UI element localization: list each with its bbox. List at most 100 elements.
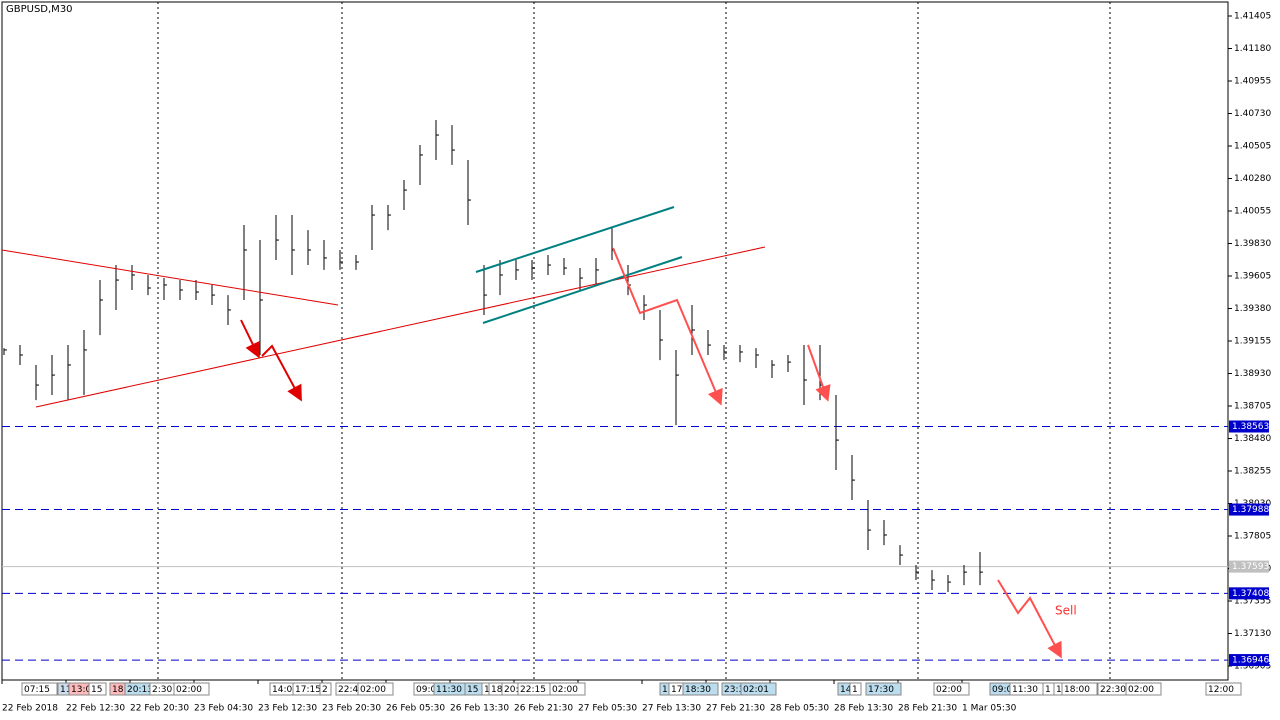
session-label: 07:15 [24, 685, 50, 695]
session-label: 2:30 [152, 685, 172, 695]
session-label: 11 [60, 685, 71, 695]
session-label: 17:15 [295, 685, 321, 695]
session-box [357, 682, 394, 696]
y-tick-label: 1.38930 [1234, 369, 1271, 379]
level-label: 1.36946 [1232, 656, 1269, 666]
annotation: Sell [1055, 604, 1077, 618]
session-box [1205, 682, 1242, 696]
price-label-box [1229, 560, 1269, 573]
session-box [1125, 682, 1162, 696]
y-tick-label: 1.41405 [1234, 12, 1271, 22]
x-tick-label: 23 Feb 12:30 [258, 704, 317, 714]
session-label: 23:3 [724, 685, 744, 695]
x-tick-label: 26 Feb 21:30 [514, 704, 573, 714]
y-tick-label: 1.40730 [1234, 109, 1271, 119]
y-tick-label: 1.39830 [1234, 239, 1271, 249]
session-label: 02:00 [552, 685, 578, 695]
y-tick-label: 1.40280 [1234, 174, 1271, 184]
plot-frame [1, 1, 1229, 681]
session-label: 18:00 [1064, 685, 1090, 695]
level-label-box [1229, 587, 1269, 600]
x-tick-label: 28 Feb 13:30 [834, 704, 893, 714]
session-label: 14:0 [272, 685, 292, 695]
session-box [319, 682, 332, 696]
y-tick-label: 1.39605 [1234, 272, 1271, 282]
session-label: 22:15 [520, 685, 546, 695]
session-label: 1 [852, 685, 858, 695]
y-tick-label: 1.40505 [1234, 142, 1271, 152]
session-label: 09:0 [992, 685, 1012, 695]
session-box [173, 682, 210, 696]
session-label: 17:30 [868, 685, 894, 695]
session-box [1061, 682, 1098, 696]
x-tick-label: 22 Feb 2018 [2, 704, 58, 714]
x-tick-label: 28 Feb 05:30 [770, 704, 829, 714]
session-label: 1 [1056, 685, 1062, 695]
session-label: 02:00 [176, 685, 202, 695]
session-box [865, 682, 902, 696]
session-label: 11:30 [436, 685, 462, 695]
session-label: 20:13 [127, 685, 153, 695]
drawings [1, 206, 1062, 659]
x-tick-label: 23 Feb 20:30 [322, 704, 381, 714]
y-tick-label: 1.41180 [1234, 44, 1271, 54]
y-tick-label: 1.38480 [1234, 434, 1271, 444]
y-tick-label: 1.37805 [1234, 531, 1271, 541]
x-tick-label: 22 Feb 12:30 [66, 704, 125, 714]
y-tick-label: 1.39155 [1234, 337, 1271, 347]
level-label: 1.38563 [1232, 422, 1269, 432]
session-box [849, 682, 862, 696]
session-label: 15 [467, 685, 478, 695]
session-label: 14 [840, 685, 852, 695]
session-box [933, 682, 970, 696]
session-label: 12:00 [1208, 685, 1234, 695]
session-label: 02:00 [936, 685, 962, 695]
x-tick-label: 1 Mar 05:30 [962, 704, 1017, 714]
session-label: 18 [491, 685, 503, 695]
level-label-box [1229, 420, 1269, 433]
y-tick-label: 1.39380 [1234, 304, 1271, 314]
price-label: 1.37593 [1232, 562, 1269, 572]
session-label: 18: [112, 685, 126, 695]
x-tick-label: 22 Feb 20:30 [130, 704, 189, 714]
session-label: 1 [484, 685, 490, 695]
level-label: 1.37408 [1232, 589, 1269, 599]
session-label: 02:01 [743, 685, 769, 695]
level-label: 1.37988 [1232, 505, 1269, 515]
y-tick-label: 1.37130 [1234, 629, 1271, 639]
x-tick-label: 28 Feb 21:30 [898, 704, 957, 714]
session-box [549, 682, 586, 696]
y-tick-label: 1.36905 [1234, 661, 1271, 671]
session-label: 13:0 [71, 685, 91, 695]
x-tick-label: 27 Feb 05:30 [578, 704, 637, 714]
y-tick-label: 1.38255 [1234, 466, 1271, 476]
session-label: 22:30 [1100, 685, 1126, 695]
session-label: 18:30 [685, 685, 711, 695]
session-label: 20: [504, 685, 518, 695]
session-box [740, 682, 777, 696]
x-tick-label: 23 Feb 04:30 [194, 704, 253, 714]
session-label: 22:4 [338, 685, 358, 695]
session-label: 2 [322, 685, 328, 695]
session-box [682, 682, 719, 696]
session-label: 02:00 [360, 685, 386, 695]
session-box [88, 682, 107, 696]
y-tick-label: 1.40055 [1234, 207, 1271, 217]
session-box [21, 682, 58, 696]
session-label: 09:0 [416, 685, 436, 695]
level-label-box [1229, 503, 1269, 516]
session-label: 15 [91, 685, 102, 695]
x-tick-label: 26 Feb 05:30 [386, 704, 445, 714]
x-tick-label: 27 Feb 13:30 [642, 704, 701, 714]
y-tick-label: 1.37355 [1234, 596, 1271, 606]
y-tick-label: 1.40955 [1234, 77, 1271, 87]
level-label-box [1229, 654, 1269, 667]
session-label: 1 [662, 685, 668, 695]
chart-title: GBPUSD,M30 [6, 4, 73, 15]
session-label: 17 [671, 685, 682, 695]
session-label: 11:30 [1012, 685, 1038, 695]
session-label: 02:00 [1128, 685, 1154, 695]
y-tick-label: 1.38705 [1234, 401, 1271, 411]
x-tick-label: 26 Feb 13:30 [450, 704, 509, 714]
